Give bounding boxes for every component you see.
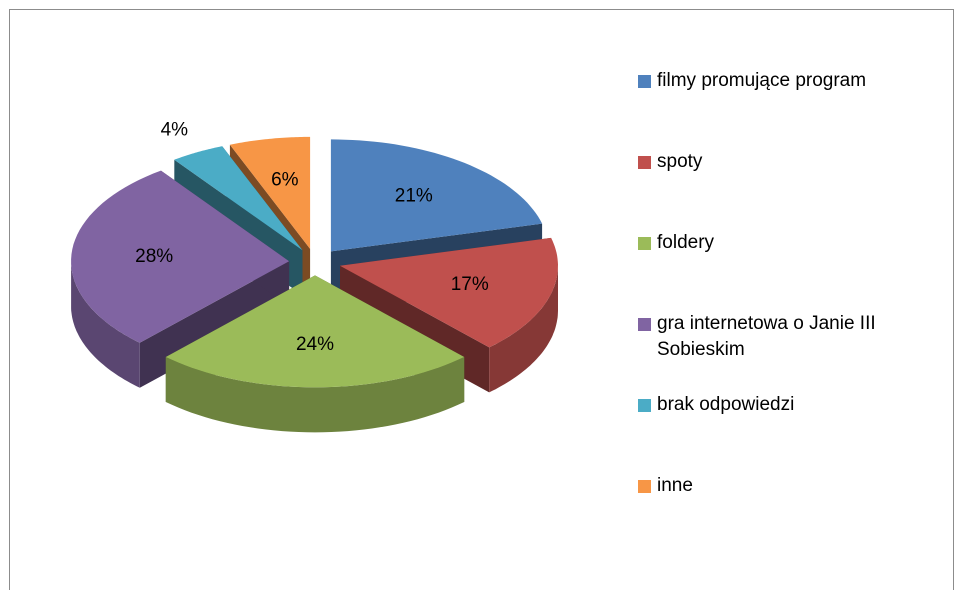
slice-side bbox=[489, 265, 558, 393]
legend-label: spoty bbox=[657, 151, 703, 172]
legend-entry: inne bbox=[638, 473, 948, 554]
legend-entry: spoty bbox=[638, 149, 948, 230]
legend-entry: gra internetowa o Janie III Sobieskim bbox=[638, 311, 948, 392]
legend-swatch bbox=[638, 75, 651, 88]
legend-swatch bbox=[638, 318, 651, 331]
data-label: 6% bbox=[271, 170, 299, 191]
legend-label: brak odpowiedzi bbox=[657, 394, 795, 415]
slice-side bbox=[71, 261, 140, 388]
legend-swatch bbox=[638, 480, 651, 493]
legend-label: inne bbox=[657, 475, 693, 496]
slice bbox=[165, 275, 465, 388]
slice-side bbox=[165, 357, 465, 433]
data-label: 17% bbox=[451, 274, 489, 295]
legend-entry: brak odpowiedzi bbox=[638, 392, 948, 473]
legend-swatch bbox=[638, 237, 651, 250]
slice bbox=[174, 146, 303, 251]
slice bbox=[229, 136, 311, 249]
data-label: 21% bbox=[395, 186, 433, 207]
legend-entry: filmy promujące program bbox=[638, 68, 948, 149]
legend: filmy promujące program spoty foldery gra i… bbox=[638, 68, 948, 554]
legend-swatch bbox=[638, 156, 651, 169]
legend-label: filmy promujące program bbox=[657, 70, 867, 91]
legend-label: foldery bbox=[657, 232, 715, 253]
legend-label: gra internetowa o Janie III Sobieskim bbox=[657, 313, 876, 360]
slice bbox=[71, 170, 290, 343]
data-label: 24% bbox=[296, 334, 334, 355]
slice bbox=[340, 237, 558, 348]
legend-entry: foldery bbox=[638, 230, 948, 311]
slice bbox=[330, 139, 543, 252]
data-label: 4% bbox=[161, 120, 189, 141]
data-label: 28% bbox=[135, 246, 173, 267]
legend-swatch bbox=[638, 399, 651, 412]
